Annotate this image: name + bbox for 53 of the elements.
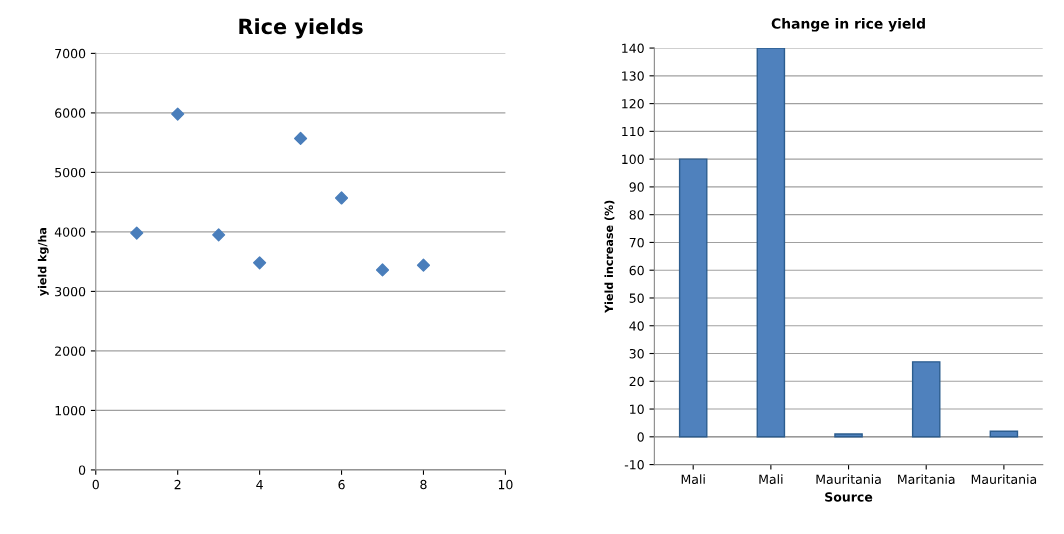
y-tick-label: 60	[629, 265, 644, 276]
point	[212, 228, 226, 242]
point	[253, 256, 267, 270]
bar	[989, 430, 1019, 438]
y-tick-label: 100	[622, 154, 644, 165]
y-axis-title: yield kg/ha	[37, 228, 49, 297]
bar	[678, 158, 708, 438]
bar	[911, 361, 941, 438]
x-tick-label: 8	[420, 479, 427, 490]
chart-title: Rice yields	[239, 18, 363, 39]
y-tick-label: 6000	[55, 108, 86, 118]
y-tick-label: 5000	[55, 167, 86, 178]
y-tick-label: 3000	[55, 286, 86, 297]
y-axis-title: Yield increase (%)	[604, 200, 615, 313]
y-tick-label: 30	[629, 348, 644, 359]
chart-title: Change in rice yield	[771, 18, 925, 32]
y-tick-label: -10	[624, 460, 644, 470]
y-tick-label: 130	[622, 71, 644, 81]
x-tick-label: Mauritania	[971, 474, 1037, 484]
point	[130, 226, 144, 240]
bar	[834, 433, 863, 438]
point	[416, 258, 431, 272]
y-tick-label: 10	[630, 404, 644, 414]
y-tick-label: 0	[637, 432, 644, 442]
y-tick-label: 110	[622, 126, 644, 137]
x-tick-label: 2	[174, 479, 181, 490]
y-tick-label: 80	[629, 210, 644, 220]
x-tick-label: Maritania	[898, 474, 955, 484]
x-tick-label: 10	[498, 479, 513, 490]
x-tick-label: 0	[92, 479, 99, 490]
y-tick-label: 50	[629, 293, 644, 303]
point	[293, 131, 308, 146]
bar	[756, 48, 786, 438]
point	[375, 263, 390, 277]
y-tick-label: 20	[629, 376, 644, 387]
point	[171, 107, 185, 121]
y-tick-label: 4000	[54, 227, 86, 237]
y-tick-label: 90	[629, 182, 644, 192]
x-tick-label: 4	[256, 480, 263, 490]
y-tick-label: 70	[629, 237, 644, 248]
y-tick-label: 7000	[55, 48, 86, 59]
y-tick-label: 1000	[55, 405, 86, 416]
y-tick-label: 40	[629, 321, 644, 331]
x-axis-title: Source	[825, 492, 873, 502]
x-tick-label: Mali	[681, 474, 705, 484]
x-tick-label: Mali	[759, 474, 783, 484]
y-tick-label: 0	[78, 465, 86, 475]
y-tick-label: 2000	[55, 346, 86, 356]
x-tick-label: Mauritania	[816, 474, 881, 484]
point	[334, 191, 349, 205]
y-tick-label: 140	[622, 43, 644, 53]
y-tick-label: 120	[622, 99, 644, 109]
x-tick-label: 6	[338, 479, 345, 490]
